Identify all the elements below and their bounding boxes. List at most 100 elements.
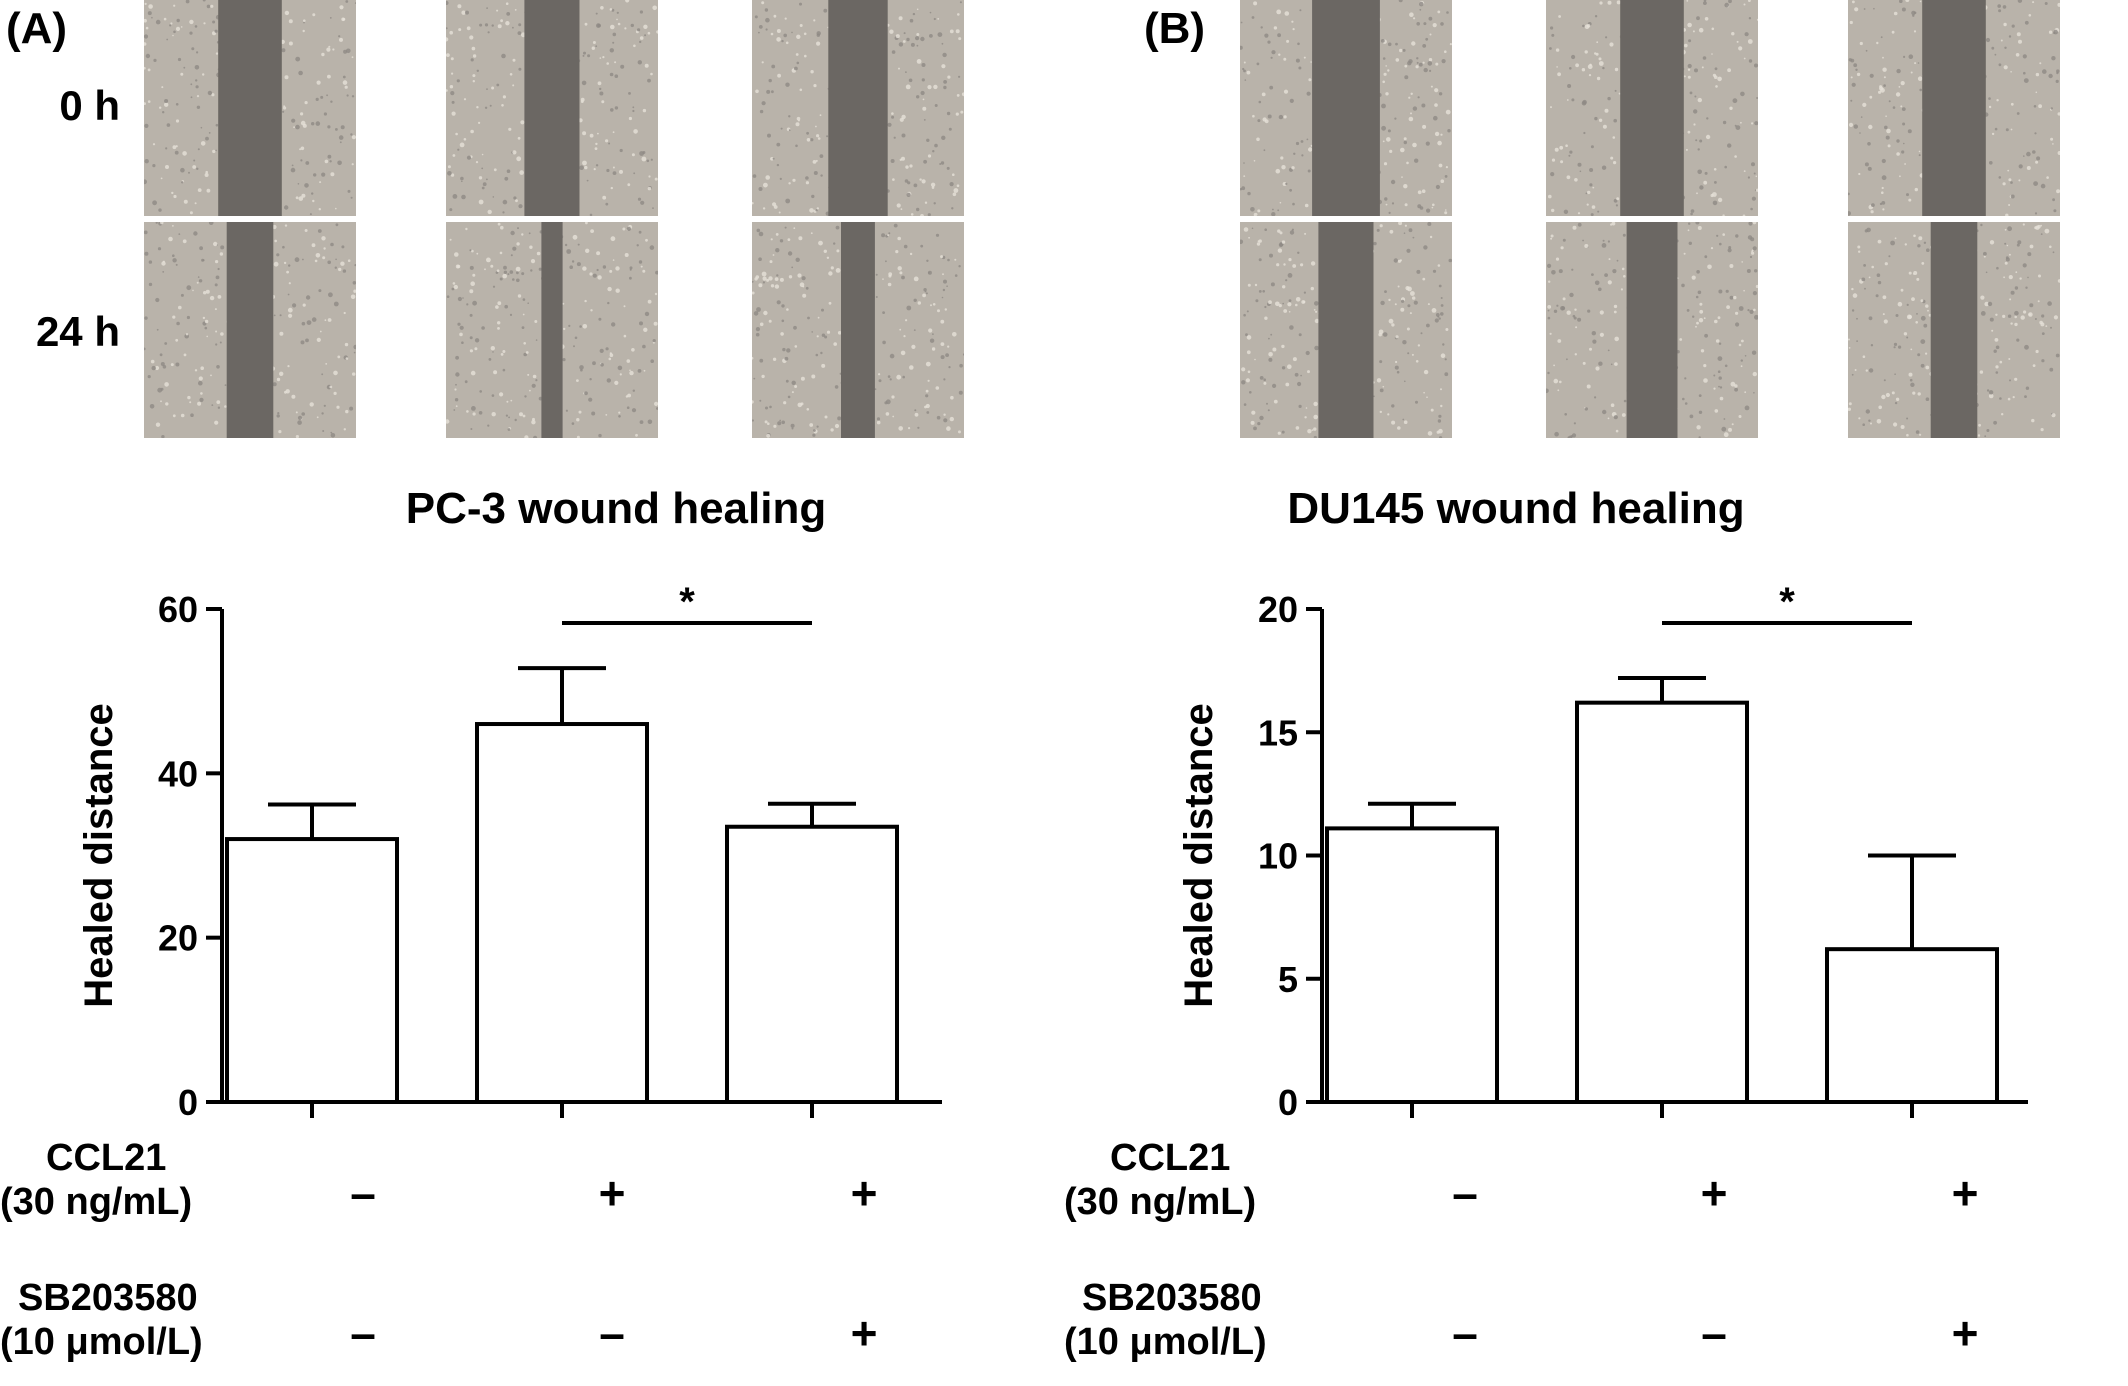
cell-dot xyxy=(322,430,325,432)
cell-dot xyxy=(576,435,580,438)
cell-dot xyxy=(2029,303,2034,308)
cell-dot xyxy=(1751,122,1754,125)
cell-dot xyxy=(895,250,899,254)
cell-dot xyxy=(1915,430,1920,434)
cell-dot xyxy=(1387,69,1390,72)
cell-dot xyxy=(2040,233,2043,235)
cell-dot xyxy=(1382,332,1388,337)
cell-dot xyxy=(1699,185,1704,190)
cell-dot xyxy=(353,289,356,293)
cell-dot xyxy=(823,249,827,253)
cell-dot xyxy=(330,431,333,434)
cell-dot xyxy=(765,175,770,180)
cell-dot xyxy=(1289,325,1294,330)
cell-dot xyxy=(587,54,591,58)
cell-dot xyxy=(1732,98,1738,104)
cell-dot xyxy=(1285,279,1288,282)
cell-dot xyxy=(2009,298,2012,301)
cell-dot xyxy=(1598,361,1603,366)
cell-dot xyxy=(312,13,316,17)
cell-dot xyxy=(1703,364,1707,368)
cell-dot xyxy=(461,194,466,200)
cell-dot xyxy=(1563,209,1569,214)
cell-dot xyxy=(1417,190,1422,195)
sb203580-sign-2: – xyxy=(599,1307,625,1359)
cell-dot xyxy=(645,238,648,242)
cell-dot xyxy=(1430,408,1434,412)
cell-dot xyxy=(802,293,807,298)
cell-dot xyxy=(1300,263,1304,267)
cell-dot xyxy=(595,164,599,167)
cell-dot xyxy=(1573,422,1576,425)
cell-dot xyxy=(1406,248,1411,253)
cell-dot xyxy=(940,255,944,259)
cell-dot xyxy=(772,254,775,256)
cell-dot xyxy=(214,420,219,425)
cell-dot xyxy=(597,132,599,135)
cell-dot xyxy=(321,172,326,177)
cell-dot xyxy=(804,54,807,58)
cell-dot xyxy=(768,319,772,323)
cell-dot xyxy=(1856,72,1861,77)
cell-dot xyxy=(309,213,312,216)
cell-dot xyxy=(452,154,456,157)
y-axis-label: Healed distance xyxy=(77,703,121,1008)
cell-dot xyxy=(785,379,789,383)
cell-dot xyxy=(1548,280,1551,283)
cell-dot xyxy=(1267,40,1271,44)
cell-dot xyxy=(1292,264,1297,268)
cell-dot xyxy=(652,5,657,11)
cell-dot xyxy=(578,118,583,123)
cell-dot xyxy=(1901,107,1906,111)
cell-dot xyxy=(1440,297,1443,299)
cell-dot xyxy=(1881,394,1886,400)
cell-dot xyxy=(1282,302,1284,305)
cell-dot xyxy=(1243,162,1245,164)
cell-dot xyxy=(514,418,517,422)
cell-dot xyxy=(815,353,819,357)
cell-dot xyxy=(1689,414,1694,419)
cell-dot xyxy=(755,332,760,337)
cell-dot xyxy=(1881,158,1886,164)
cell-dot xyxy=(1920,339,1926,344)
cell-dot xyxy=(923,288,927,292)
cell-dot xyxy=(1991,329,1994,332)
cell-dot xyxy=(304,183,309,188)
cell-dot xyxy=(1590,213,1594,216)
cell-dot xyxy=(917,426,920,429)
cell-dot xyxy=(1917,62,1920,64)
cell-dot xyxy=(273,314,276,317)
cell-dot xyxy=(1724,2,1729,8)
cell-dot xyxy=(2010,102,2014,106)
cell-dot xyxy=(1275,301,1280,307)
cell-dot xyxy=(875,273,878,276)
cell-dot xyxy=(1615,204,1618,207)
cell-dot xyxy=(1551,270,1556,275)
cell-dot xyxy=(1270,333,1273,336)
cell-dot xyxy=(1413,17,1416,20)
cell-dot xyxy=(1396,370,1400,374)
cell-dot xyxy=(1285,382,1290,387)
cell-dot xyxy=(799,2,802,6)
cell-dot xyxy=(579,325,582,328)
cell-dot xyxy=(819,114,822,117)
cell-dot xyxy=(1406,161,1409,165)
cell-dot xyxy=(1894,401,1898,405)
cell-dot xyxy=(628,92,631,95)
cell-dot xyxy=(200,392,203,395)
cell-dot xyxy=(501,104,504,107)
cell-dot xyxy=(1896,152,1900,156)
cell-dot xyxy=(345,409,349,414)
cell-dot xyxy=(1594,52,1597,55)
cell-dot xyxy=(908,427,911,430)
cell-dot xyxy=(2057,2,2060,7)
cell-dot xyxy=(654,292,658,296)
cell-dot xyxy=(1288,311,1291,313)
cell-dot xyxy=(197,401,202,406)
cell-dot xyxy=(1585,192,1588,195)
cell-dot xyxy=(1285,182,1288,185)
cell-dot xyxy=(1713,75,1718,79)
cell-dot xyxy=(205,170,208,174)
bar xyxy=(1575,700,1749,1104)
